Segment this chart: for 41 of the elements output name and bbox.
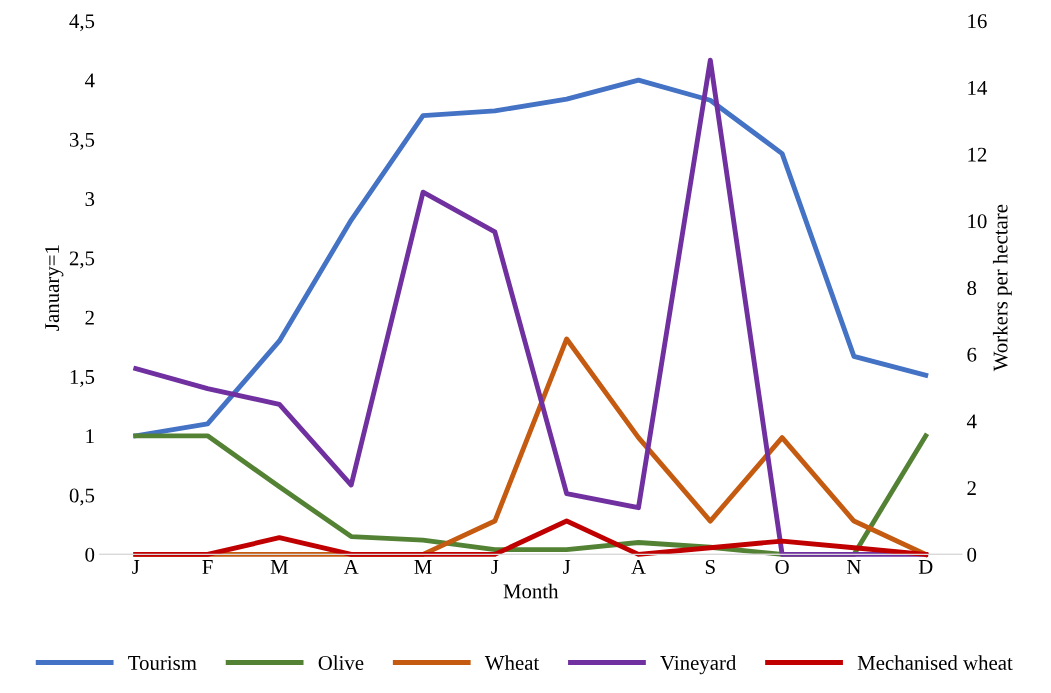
x-tick-label: D — [918, 560, 933, 574]
y-tick-label: 3,5 — [69, 132, 95, 150]
y2-tick-label: 4 — [966, 414, 977, 429]
y-tick-label: 2,5 — [69, 251, 95, 269]
y-tick-label: 4 — [84, 73, 95, 88]
x-axis-title: Month — [503, 583, 559, 599]
x-tick-label: J — [491, 560, 499, 574]
y-axis-title: January=1 — [45, 245, 64, 331]
line-series — [133, 433, 929, 557]
y-tick-label: 4,5 — [69, 14, 95, 32]
x-tick-label: N — [847, 560, 861, 574]
y2-tick-label: 8 — [967, 280, 977, 296]
y2-axis-title: Workers per hectare — [992, 204, 1012, 372]
x-tick-label: A — [631, 559, 646, 574]
y2-tick-label: 14 — [968, 80, 988, 95]
y2-tick-label: 10 — [968, 214, 987, 229]
legend-label: Tourism — [128, 655, 197, 670]
y-tick-label: 2 — [85, 310, 94, 325]
y-tick-label: 1 — [86, 429, 94, 444]
legend-label: Wheat — [484, 655, 540, 671]
x-tick-label: J — [132, 560, 140, 574]
y2-tick-label: 12 — [968, 147, 987, 162]
legend-label: Mechanised wheat — [857, 655, 1013, 670]
legend-label: Vineyard — [660, 655, 737, 675]
x-tick-label: M — [414, 560, 432, 574]
x-tick-label: F — [202, 560, 213, 574]
y2-tick-label: 2 — [967, 481, 976, 495]
y2-tick-label: 16 — [968, 14, 987, 29]
x-tick-label: M — [270, 560, 289, 574]
x-tick-label: S — [705, 559, 715, 574]
y-tick-label: 0 — [85, 547, 95, 562]
y-tick-label: 0,5 — [69, 488, 95, 506]
x-tick-label: O — [775, 559, 789, 574]
y2-tick-label: 0 — [967, 547, 977, 562]
x-tick-label: A — [343, 559, 359, 574]
y-tick-label: 3 — [85, 192, 95, 207]
legend-label: Olive — [318, 655, 364, 670]
y2-tick-label: 6 — [967, 347, 977, 362]
y-tick-label: 1,5 — [70, 370, 95, 387]
x-tick-label: J — [563, 560, 571, 574]
line-series — [133, 518, 929, 557]
